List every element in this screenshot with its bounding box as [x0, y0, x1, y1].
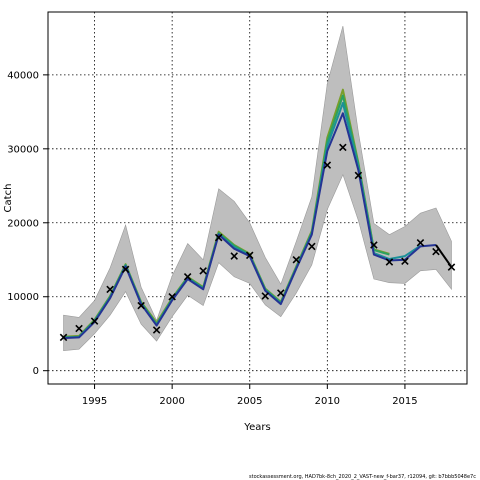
observed-point — [214, 233, 223, 242]
observed-point — [168, 292, 176, 301]
observed-point — [354, 171, 363, 180]
x-tick-label: 2005 — [237, 396, 262, 407]
observed-point — [401, 257, 409, 265]
observed-point — [416, 238, 425, 247]
observed-point — [245, 251, 254, 260]
observed-point — [152, 326, 161, 334]
observed-point — [385, 258, 394, 266]
y-tick-label: 10000 — [7, 292, 39, 303]
uncertainty-band — [63, 26, 452, 352]
observed-point — [339, 143, 347, 152]
x-tick-label: 2010 — [315, 396, 340, 407]
observed-point — [230, 252, 238, 260]
observed-point — [90, 317, 99, 325]
observed-point — [106, 285, 114, 294]
x-tick-label: 2015 — [392, 396, 417, 407]
observed-point — [432, 247, 440, 256]
y-axis-title: Catch — [3, 184, 14, 213]
observed-point — [292, 255, 301, 264]
y-tick-label: 20000 — [7, 218, 39, 229]
y-tick-label: 40000 — [7, 70, 39, 81]
observed-point — [121, 265, 130, 274]
observed-point — [137, 301, 145, 310]
observed-point — [183, 272, 192, 281]
y-axis-ticks: 0 10000 20000 30000 40000 — [7, 70, 48, 377]
x-axis-ticks: 1995 2000 2005 2010 2015 — [82, 384, 418, 407]
observed-point — [277, 289, 285, 297]
observed-point — [447, 263, 456, 271]
observed-points — [59, 143, 456, 342]
x-axis-title: Years — [243, 422, 270, 433]
x-tick-label: 1995 — [82, 396, 107, 407]
x-tick-label: 2000 — [159, 396, 184, 407]
observed-point — [308, 242, 316, 251]
series-lines — [63, 88, 453, 340]
observed-point — [199, 267, 207, 275]
plot-frame — [47, 11, 468, 385]
observed-point — [370, 241, 378, 249]
footer-text: stockassessment.org, HAD7bk-8ch_2020_2_V… — [249, 474, 476, 480]
observed-point — [323, 161, 332, 169]
observed-point — [59, 333, 68, 342]
y-tick-label: 30000 — [7, 144, 39, 155]
observed-point — [261, 292, 270, 300]
y-tick-label: 0 — [33, 366, 39, 377]
grid-lines — [48, 12, 467, 384]
observed-point — [75, 324, 83, 333]
